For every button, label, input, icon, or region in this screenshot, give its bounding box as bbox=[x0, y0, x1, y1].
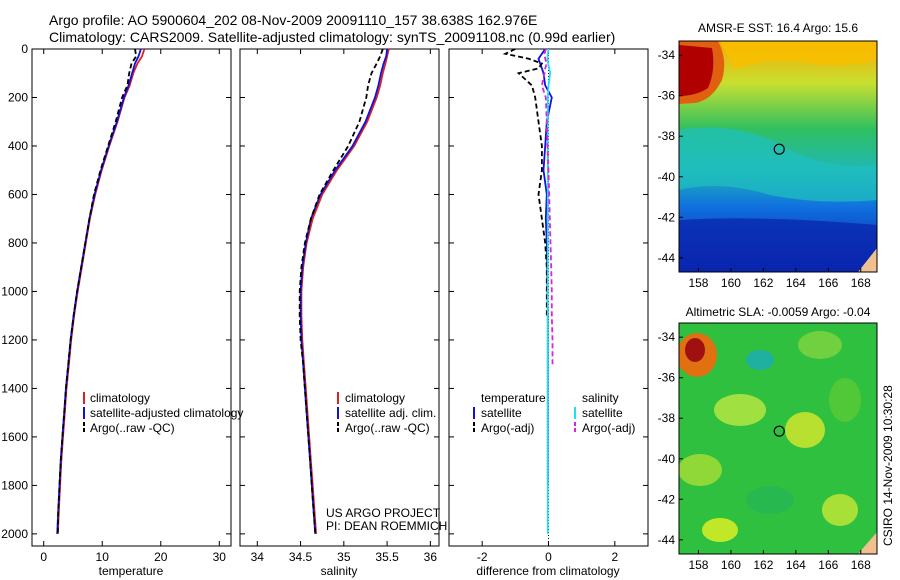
legend-argo-label: Argo(..raw -QC) bbox=[90, 421, 175, 435]
legend-diff-temperature-heading: temperature bbox=[481, 391, 546, 405]
map-y-tick-label: -36 bbox=[658, 89, 676, 103]
series-climatology bbox=[56, 48, 146, 534]
title-line-2: Climatology: CARS2009. Satellite-adjuste… bbox=[49, 29, 615, 45]
series-satellite bbox=[299, 48, 388, 534]
sla-map-frame bbox=[678, 322, 878, 555]
x-tick-label: 2 bbox=[611, 550, 618, 564]
legend-satellite-label: satellite-adjusted climatology bbox=[90, 406, 243, 420]
x-tick-label: 35 bbox=[337, 550, 351, 564]
map-x-tick-label: 160 bbox=[721, 558, 741, 572]
map-y-tick-label: -36 bbox=[658, 371, 676, 385]
salinity-legend: climatology satellite adj. clim. Argo(..… bbox=[326, 391, 447, 533]
x-tick-label: 35.5 bbox=[375, 550, 399, 564]
map-x-tick-label: 158 bbox=[688, 558, 708, 572]
series-salinity-argo-adj- bbox=[540, 48, 554, 365]
temperature-legend: climatology satellite-adjusted climatolo… bbox=[83, 391, 243, 435]
difference-xlabel: difference from climatology bbox=[476, 564, 619, 578]
map-y-tick-label: -44 bbox=[658, 533, 676, 547]
y-tick-label: 600 bbox=[8, 187, 28, 201]
salinity-axes bbox=[239, 48, 440, 547]
map-x-tick-label: 158 bbox=[688, 276, 708, 290]
y-tick-label: 400 bbox=[8, 139, 28, 153]
map-y-tick-label: -42 bbox=[658, 492, 676, 506]
sst-map-frame bbox=[678, 40, 878, 273]
map-x-tick-label: 168 bbox=[851, 276, 871, 290]
temperature-xlabel: temperature bbox=[99, 564, 164, 578]
sla-map-title: Altimetric SLA: -0.0059 Argo: -0.04 bbox=[686, 305, 871, 319]
legend-diff-salinity-heading: salinity bbox=[582, 391, 619, 405]
project-annotation-line-2: PI: DEAN ROEMMICH bbox=[326, 519, 447, 533]
map-x-tick-label: 168 bbox=[851, 558, 871, 572]
map-y-tick-label: -44 bbox=[658, 251, 676, 265]
y-tick-label: 1600 bbox=[1, 430, 28, 444]
sst-argo-marker bbox=[773, 143, 785, 155]
temperature-axes bbox=[31, 48, 232, 547]
y-tick-label: 1800 bbox=[1, 478, 28, 492]
legend-sal-climatology-label: climatology bbox=[345, 391, 405, 405]
y-tick-label: 1200 bbox=[1, 333, 28, 347]
y-tick-label: 800 bbox=[8, 236, 28, 250]
credit-timestamp: CSIRO 14-Nov-2009 10:30:28 bbox=[881, 385, 895, 546]
series-temperature-satellite bbox=[537, 48, 553, 486]
sst-map-title: AMSR-E SST: 16.4 Argo: 15.6 bbox=[698, 21, 858, 35]
sla-map-field bbox=[679, 323, 877, 554]
y-tick-label: 2000 bbox=[1, 527, 28, 541]
salinity-xlabel: salinity bbox=[321, 564, 358, 578]
map-y-tick-label: -34 bbox=[658, 48, 676, 62]
x-tick-label: 10 bbox=[96, 550, 110, 564]
x-tick-label: 34.5 bbox=[289, 550, 313, 564]
map-x-tick-label: 162 bbox=[753, 558, 773, 572]
legend-diff-temp-satellite-label: satellite bbox=[481, 406, 522, 420]
title-line-1: Argo profile: AO 5900604_202 08-Nov-2009… bbox=[49, 12, 537, 28]
y-tick-label: 1000 bbox=[1, 284, 28, 298]
map-x-tick-label: 164 bbox=[786, 558, 806, 572]
legend-climatology-label: climatology bbox=[90, 391, 150, 405]
legend-diff-sal-satellite-label: satellite bbox=[582, 406, 623, 420]
project-annotation-line-1: US ARGO PROJECT bbox=[326, 506, 441, 520]
map-x-tick-label: 160 bbox=[721, 276, 741, 290]
legend-sal-satellite-label: satellite adj. clim. bbox=[345, 406, 436, 420]
legend-diff-sal-argo-label: Argo(-adj) bbox=[582, 421, 635, 435]
map-y-tick-label: -42 bbox=[658, 210, 676, 224]
map-x-tick-label: 166 bbox=[818, 558, 838, 572]
map-y-tick-label: -38 bbox=[658, 129, 676, 143]
series-argo bbox=[298, 48, 384, 534]
x-tick-label: 34 bbox=[251, 550, 265, 564]
sst-map-field bbox=[679, 41, 877, 272]
legend-diff-temp-argo-label: Argo(-adj) bbox=[481, 421, 534, 435]
map-x-tick-label: 164 bbox=[786, 276, 806, 290]
map-y-tick-label: -40 bbox=[658, 170, 676, 184]
map-y-tick-label: -34 bbox=[658, 330, 676, 344]
x-tick-label: -2 bbox=[477, 550, 488, 564]
map-y-tick-label: -40 bbox=[658, 452, 676, 466]
x-tick-label: 36 bbox=[424, 550, 438, 564]
map-x-tick-label: 162 bbox=[753, 276, 773, 290]
map-x-tick-label: 166 bbox=[818, 276, 838, 290]
series-argo bbox=[56, 48, 138, 534]
series-climatology bbox=[300, 48, 390, 534]
series-temperature-argo-adj- bbox=[502, 48, 548, 316]
series-satellite bbox=[56, 48, 142, 534]
y-tick-label: 1400 bbox=[1, 381, 28, 395]
legend-sal-argo-label: Argo(..raw -QC) bbox=[345, 421, 430, 435]
x-tick-label: 30 bbox=[213, 550, 227, 564]
x-tick-label: 0 bbox=[40, 550, 47, 564]
map-y-tick-label: -38 bbox=[658, 411, 676, 425]
y-tick-label: 0 bbox=[21, 42, 28, 56]
x-tick-label: 20 bbox=[154, 550, 168, 564]
sla-argo-marker bbox=[773, 425, 785, 437]
y-tick-label: 200 bbox=[8, 90, 28, 104]
x-tick-label: 0 bbox=[545, 550, 552, 564]
series-salinity-satellite bbox=[546, 48, 552, 534]
difference-legend: temperature satellite Argo(-adj) salinit… bbox=[473, 391, 635, 435]
